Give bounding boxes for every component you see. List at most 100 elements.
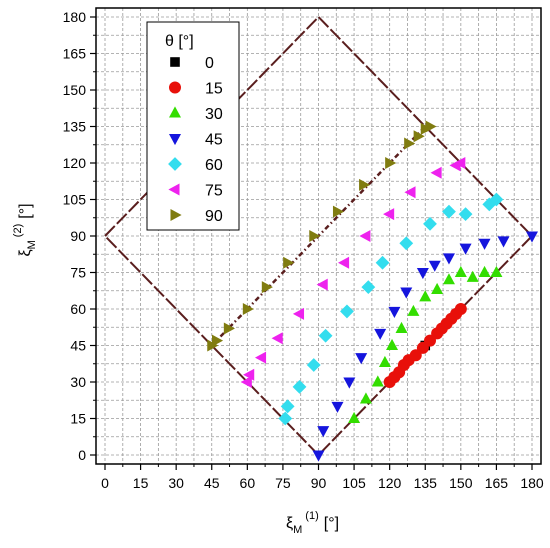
y-axis-label: ξM(2)[°] bbox=[12, 203, 38, 256]
data-point-theta-45 bbox=[400, 287, 413, 299]
data-point-theta-30 bbox=[490, 265, 503, 277]
y-tick-label: 45 bbox=[70, 338, 86, 354]
legend-label: 75 bbox=[205, 183, 223, 200]
legend: θ [°] 0 15 30 45 60 75 90 bbox=[146, 21, 240, 231]
x-tick-label: 45 bbox=[204, 475, 220, 491]
data-point-theta-60 bbox=[399, 236, 414, 251]
data-point-theta-30 bbox=[466, 270, 479, 282]
y-tick-label: 165 bbox=[63, 46, 87, 62]
legend-marker-theta-30 bbox=[169, 106, 181, 118]
x-tick-label: 30 bbox=[168, 475, 184, 491]
data-point-theta-75 bbox=[243, 368, 255, 381]
legend-label: 15 bbox=[205, 81, 223, 98]
data-point-theta-60 bbox=[458, 207, 473, 221]
y-tick-label: 15 bbox=[70, 411, 86, 427]
data-point-theta-45 bbox=[317, 426, 330, 438]
data-point-theta-60 bbox=[423, 216, 437, 231]
data-point-theta-60 bbox=[306, 358, 321, 372]
legend-label: 45 bbox=[205, 132, 223, 149]
data-point-theta-45 bbox=[343, 377, 356, 389]
y-tick-label: 90 bbox=[70, 228, 86, 244]
data-point-theta-75 bbox=[359, 230, 371, 242]
x-axis-label: ξM(1) [°] bbox=[286, 510, 339, 536]
data-point-theta-75 bbox=[454, 157, 466, 169]
data-point-theta-90 bbox=[242, 303, 254, 315]
x-tick-label: 60 bbox=[240, 475, 256, 491]
x-tick-label: 75 bbox=[275, 475, 291, 491]
data-point-theta-90 bbox=[332, 205, 345, 218]
data-point-theta-75 bbox=[254, 351, 267, 364]
y-tick-label: 60 bbox=[70, 301, 86, 317]
x-tick-label: 165 bbox=[485, 475, 509, 491]
x-tick-label: 135 bbox=[414, 475, 438, 491]
data-point-theta-75 bbox=[404, 186, 416, 199]
data-point-theta-90 bbox=[404, 137, 416, 150]
data-point-theta-30 bbox=[407, 304, 420, 316]
data-point-theta-30 bbox=[431, 282, 444, 295]
data-point-theta-30 bbox=[478, 265, 491, 277]
x-tick-label: 150 bbox=[449, 475, 473, 491]
legend-marker-theta-90 bbox=[170, 209, 182, 221]
data-point-theta-45 bbox=[416, 268, 429, 280]
data-point-theta-30 bbox=[359, 392, 372, 404]
data-point-theta-30 bbox=[348, 411, 361, 423]
legend-label: 30 bbox=[205, 106, 223, 123]
legend-items: 0 15 30 45 60 75 90 bbox=[168, 55, 223, 225]
data-point-theta-75 bbox=[383, 208, 395, 221]
y-tick-label: 75 bbox=[70, 265, 86, 281]
data-point-theta-60 bbox=[278, 411, 293, 426]
data-point-theta-60 bbox=[375, 255, 390, 270]
legend-label: 0 bbox=[205, 55, 214, 72]
data-point-theta-30 bbox=[386, 338, 399, 350]
data-point-theta-30 bbox=[395, 321, 408, 333]
data-point-theta-30 bbox=[371, 375, 384, 387]
data-point-theta-90 bbox=[211, 334, 224, 347]
tick-labels: 0 15 30 45 60 75 90 105 120 135 150 165 180015304560… bbox=[63, 9, 544, 491]
data-point-theta-45 bbox=[428, 260, 441, 272]
data-point-theta-45 bbox=[388, 306, 401, 319]
y-tick-label: 30 bbox=[70, 374, 86, 390]
x-tick-label: 180 bbox=[520, 475, 544, 491]
data-point-theta-90 bbox=[261, 281, 273, 294]
legend-box bbox=[146, 21, 240, 231]
data-point-theta-60 bbox=[318, 328, 333, 343]
legend-marker-theta-45 bbox=[169, 134, 181, 146]
data-point-theta-15 bbox=[454, 303, 467, 315]
data-point-theta-30 bbox=[378, 355, 391, 368]
data-point-theta-75 bbox=[292, 307, 305, 320]
legend-title: θ [°] bbox=[165, 33, 194, 50]
x-tick-label: 0 bbox=[101, 475, 109, 491]
legend-marker-theta-15 bbox=[169, 81, 181, 94]
data-point-theta-90 bbox=[385, 157, 397, 169]
legend-label: 90 bbox=[205, 208, 223, 225]
data-point-theta-90 bbox=[413, 130, 425, 143]
legend-marker-theta-75 bbox=[168, 183, 180, 196]
data-point-theta-45 bbox=[497, 236, 510, 248]
y-tick-label: 180 bbox=[63, 9, 87, 25]
data-point-theta-30 bbox=[442, 273, 455, 285]
data-point-theta-30 bbox=[454, 265, 467, 277]
data-point-theta-60 bbox=[442, 204, 456, 219]
y-tick-label: 0 bbox=[78, 447, 86, 463]
data-point-theta-90 bbox=[359, 178, 371, 191]
data-point-theta-75 bbox=[240, 376, 252, 388]
x-tick-label: 120 bbox=[378, 475, 402, 491]
x-tick-label: 15 bbox=[133, 475, 149, 491]
data-marks bbox=[207, 120, 538, 462]
data-point-theta-60 bbox=[340, 304, 354, 319]
data-point-theta-45 bbox=[312, 450, 325, 462]
data-point-theta-45 bbox=[442, 253, 455, 265]
y-tick-label: 135 bbox=[63, 119, 87, 135]
axis-ticks bbox=[90, 16, 533, 470]
data-point-theta-30 bbox=[419, 290, 432, 302]
data-point-theta-45 bbox=[331, 401, 344, 413]
data-point-theta-75 bbox=[430, 166, 442, 179]
y-tick-label: 120 bbox=[63, 155, 87, 171]
legend-marker-theta-0 bbox=[170, 57, 180, 67]
data-point-theta-45 bbox=[459, 243, 472, 255]
data-point-theta-60 bbox=[280, 399, 295, 414]
data-point-theta-90 bbox=[223, 322, 235, 335]
data-point-theta-60 bbox=[361, 280, 376, 294]
data-point-theta-60 bbox=[292, 379, 307, 394]
